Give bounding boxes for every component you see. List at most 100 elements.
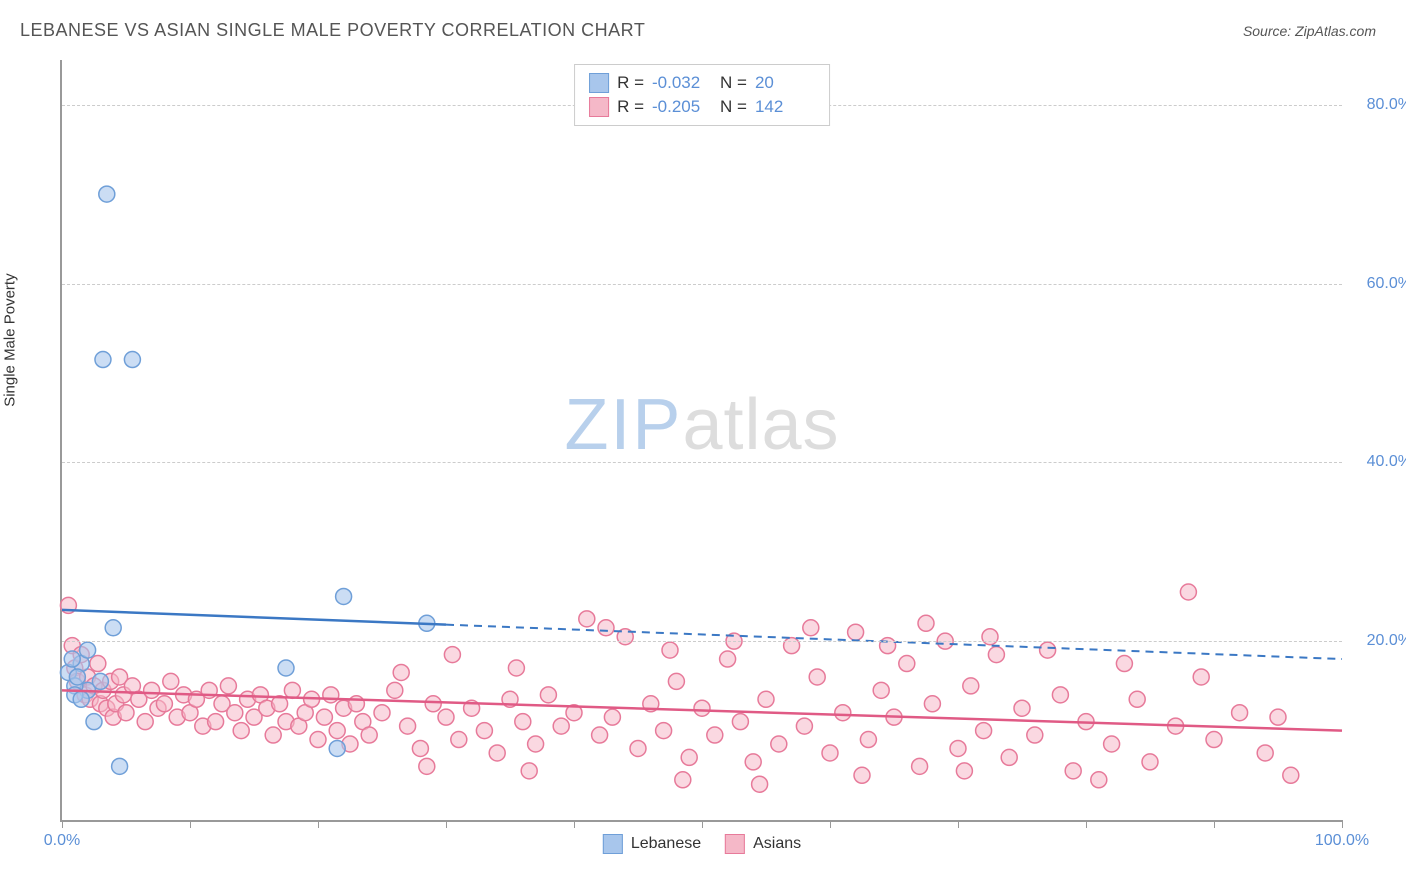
data-point (1040, 642, 1056, 658)
data-point (208, 714, 224, 730)
data-point (425, 696, 441, 712)
data-point (476, 723, 492, 739)
data-point (598, 620, 614, 636)
data-point (412, 740, 428, 756)
data-point (854, 767, 870, 783)
data-point (137, 714, 153, 730)
data-point (540, 687, 556, 703)
data-point (835, 705, 851, 721)
y-axis-label: Single Male Poverty (2, 273, 19, 406)
data-point (323, 687, 339, 703)
data-point (227, 705, 243, 721)
data-point (1104, 736, 1120, 752)
data-point (90, 656, 106, 672)
stats-row-lebanese: R = -0.032 N = 20 (589, 71, 815, 95)
data-point (963, 678, 979, 694)
data-point (720, 651, 736, 667)
chart-container: Single Male Poverty ZIPatlas R = -0.032 … (20, 60, 1380, 870)
data-point (1091, 772, 1107, 788)
data-point (745, 754, 761, 770)
data-point (924, 696, 940, 712)
data-point (809, 669, 825, 685)
data-point (310, 732, 326, 748)
data-point (604, 709, 620, 725)
source-attribution: Source: ZipAtlas.com (1243, 23, 1376, 39)
data-point (419, 758, 435, 774)
y-tick-label: 80.0% (1367, 96, 1406, 114)
data-point (873, 682, 889, 698)
swatch-asians (589, 97, 609, 117)
data-point (796, 718, 812, 734)
data-point (707, 727, 723, 743)
plot-svg (62, 60, 1342, 820)
data-point (528, 736, 544, 752)
data-point (982, 629, 998, 645)
data-point (329, 740, 345, 756)
y-tick-label: 40.0% (1367, 453, 1406, 471)
data-point (444, 647, 460, 663)
data-point (803, 620, 819, 636)
chart-title: LEBANESE VS ASIAN SINGLE MALE POVERTY CO… (20, 20, 645, 41)
data-point (784, 638, 800, 654)
data-point (592, 727, 608, 743)
data-point (95, 352, 111, 368)
y-tick-label: 60.0% (1367, 275, 1406, 293)
y-tick-label: 20.0% (1367, 632, 1406, 650)
data-point (1142, 754, 1158, 770)
data-point (1129, 691, 1145, 707)
data-point (73, 691, 89, 707)
data-point (1232, 705, 1248, 721)
data-point (163, 673, 179, 689)
legend-item-lebanese: Lebanese (603, 834, 701, 854)
data-point (771, 736, 787, 752)
data-point (553, 718, 569, 734)
swatch-lebanese (589, 73, 609, 93)
data-point (400, 718, 416, 734)
data-point (521, 763, 537, 779)
data-point (284, 682, 300, 698)
data-point (265, 727, 281, 743)
data-point (956, 763, 972, 779)
data-point (451, 732, 467, 748)
data-point (99, 186, 115, 202)
stats-legend-box: R = -0.032 N = 20 R = -0.205 N = 142 (574, 64, 830, 126)
x-tick-label: 0.0% (44, 832, 80, 850)
data-point (515, 714, 531, 730)
data-point (1001, 749, 1017, 765)
data-point (899, 656, 915, 672)
data-point (118, 705, 134, 721)
data-point (880, 638, 896, 654)
data-point (112, 758, 128, 774)
data-point (1283, 767, 1299, 783)
data-point (336, 588, 352, 604)
data-point (393, 664, 409, 680)
data-point (579, 611, 595, 627)
data-point (1206, 732, 1222, 748)
data-point (233, 723, 249, 739)
data-point (656, 723, 672, 739)
data-point (220, 678, 236, 694)
swatch-asians-icon (725, 834, 745, 854)
data-point (681, 749, 697, 765)
legend-item-asians: Asians (725, 834, 801, 854)
data-point (124, 352, 140, 368)
data-point (752, 776, 768, 792)
data-point (732, 714, 748, 730)
data-point (860, 732, 876, 748)
data-point (668, 673, 684, 689)
data-point (976, 723, 992, 739)
data-point (912, 758, 928, 774)
data-point (80, 642, 96, 658)
data-point (329, 723, 345, 739)
x-tick-label: 100.0% (1315, 832, 1369, 850)
data-point (144, 682, 160, 698)
data-point (156, 696, 172, 712)
data-point (1065, 763, 1081, 779)
data-point (361, 727, 377, 743)
data-point (1116, 656, 1132, 672)
data-point (92, 673, 108, 689)
data-point (1014, 700, 1030, 716)
data-point (988, 647, 1004, 663)
data-point (675, 772, 691, 788)
data-point (848, 624, 864, 640)
